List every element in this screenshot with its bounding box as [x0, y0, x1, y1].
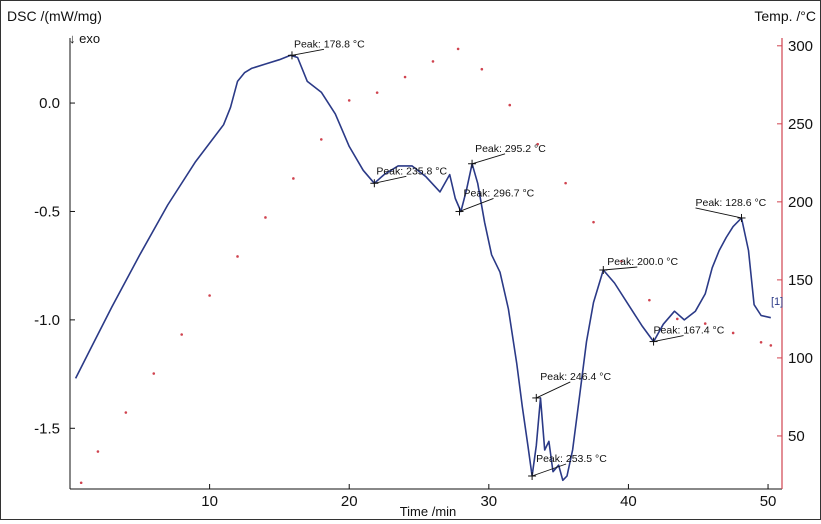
peak-label: Peak: 235.8 °C	[376, 165, 447, 177]
peak-leader-line	[536, 381, 571, 399]
peak-leader-line	[603, 266, 638, 271]
temperature-point	[431, 60, 435, 63]
peak-leader-line	[653, 335, 684, 342]
temperature-point	[375, 91, 379, 94]
peak-leader-line	[531, 463, 567, 477]
y-tick-label: -0.5	[34, 203, 60, 220]
y-tick-label: 0.0	[39, 95, 60, 112]
y-tick-label: -1.5	[34, 420, 60, 437]
peak-label: Peak: 167.4 °C	[654, 325, 725, 337]
curve-label: [1]	[771, 296, 783, 308]
peak-label: Peak: 296.7 °C	[464, 187, 535, 199]
peak-leader-line	[471, 153, 506, 165]
temperature-point	[703, 322, 707, 325]
temperature-point	[180, 333, 183, 336]
y-tick-label: -1.0	[34, 312, 60, 329]
peak-annotations: Peak: 178.8 °C Peak: 235.8 °C Peak: 295.2 …	[287, 38, 767, 480]
y2-tick-label: 250	[788, 116, 813, 133]
temperature-series	[79, 47, 773, 485]
temperature-point	[620, 259, 623, 263]
temperature-point	[124, 411, 128, 414]
y2-tick-label: 300	[788, 38, 813, 55]
temperature-point	[592, 220, 595, 224]
temperature-point	[564, 181, 567, 185]
y2-axis-label: Temp. /°C	[754, 8, 816, 24]
peak-leader-line	[459, 198, 494, 212]
temperature-point	[264, 216, 267, 219]
peak-leader-line	[374, 175, 407, 184]
x-axis-label: Time /min	[400, 504, 457, 519]
temperature-point	[456, 47, 460, 51]
dsc-curve	[74, 54, 771, 482]
temperature-point	[508, 103, 512, 107]
temperature-point	[480, 67, 484, 71]
peak-label: Peak: 178.8 °C	[294, 38, 365, 50]
temperature-point	[208, 294, 211, 297]
temperature-point	[675, 317, 679, 321]
y2-tick-label: 50	[788, 428, 805, 445]
peak-leader-line	[291, 48, 325, 56]
temperature-point	[769, 344, 773, 347]
temperature-point	[319, 138, 323, 141]
axes: 10 20 30 40 50 0.0 -0.5 -1.0 -1.5 50 100 150 200 250 3…	[34, 38, 813, 510]
temperature-point	[536, 142, 539, 146]
peak-leader-line	[695, 207, 742, 219]
temperature-point	[759, 341, 763, 344]
temperature-point	[236, 255, 239, 258]
peak-label: Peak: 200.0 °C	[607, 256, 678, 268]
temperature-point	[292, 177, 295, 180]
temperature-point	[648, 298, 651, 302]
peak-label: Peak: 128.6 °C	[696, 197, 767, 209]
dsc-series	[74, 54, 771, 482]
y2-tick-label: 200	[788, 194, 813, 211]
x-tick-label: 20	[341, 493, 358, 510]
x-tick-label: 40	[620, 493, 637, 510]
y2-tick-label: 150	[788, 272, 813, 289]
temperature-point	[403, 75, 407, 79]
temperature-point	[347, 99, 351, 102]
peak-label: Peak: 295.2 °C	[475, 143, 546, 155]
peak-label: Peak: 246.4 °C	[540, 371, 611, 383]
temperature-point	[96, 450, 100, 453]
temperature-point	[79, 481, 83, 485]
y2-tick-label: 100	[788, 350, 813, 367]
y-axis-label: DSC /(mW/mg)	[7, 8, 102, 24]
temperature-point	[152, 372, 156, 375]
temperature-point	[731, 331, 735, 335]
exo-label: ↓ exo	[69, 31, 100, 46]
x-tick-label: 50	[760, 493, 777, 510]
x-tick-label: 10	[201, 493, 218, 510]
peak-label: Peak: 253.5 °C	[536, 453, 607, 465]
x-tick-label: 30	[480, 493, 497, 510]
